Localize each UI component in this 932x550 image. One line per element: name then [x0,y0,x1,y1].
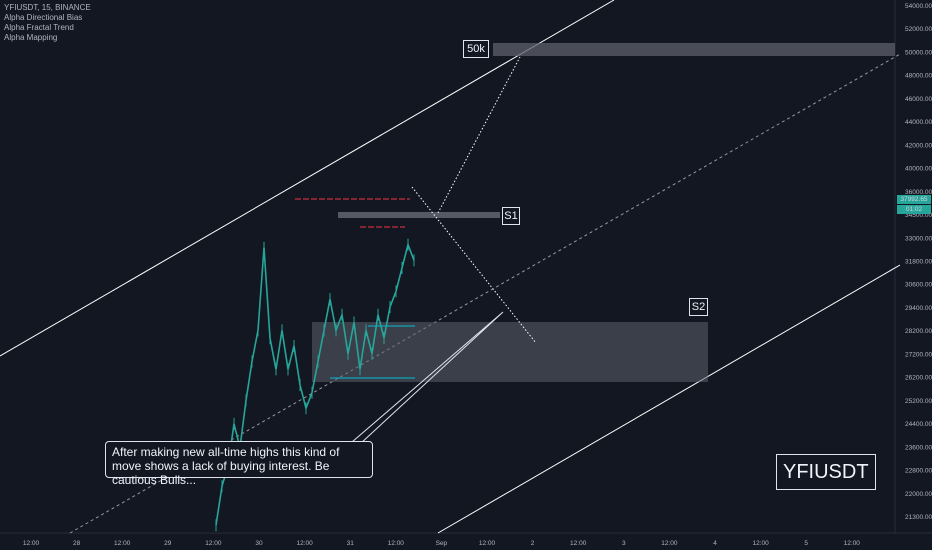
price-tick-label: 22000.00 [905,491,932,498]
support-zone-s2[interactable] [312,322,708,382]
time-tick-label: 2 [531,540,535,547]
channel-lower-line[interactable] [437,264,901,534]
price-tick-label: 50000.00 [905,49,932,56]
symbol-watermark-label: YFIUSDT [776,454,876,490]
indicator-directional-bias[interactable]: Alpha Directional Bias [4,13,83,22]
price-tick-label: 25200.00 [905,398,932,405]
price-tick-label: 44000.00 [905,119,932,126]
price-line[interactable] [215,241,415,526]
time-tick-label: 12:00 [844,540,861,547]
s1-label[interactable]: S1 [502,207,520,225]
price-tick-label: 52000.00 [905,26,932,33]
time-tick-label: 29 [164,540,172,547]
price-tick-label: 22800.00 [905,468,932,475]
callout-pointer [351,311,504,445]
symbol-line: YFIUSDT, 15, BINANCE [4,3,91,12]
time-tick-label: 12:00 [388,540,405,547]
time-tick-label: 31 [347,540,355,547]
s2-label[interactable]: S2 [689,298,708,316]
countdown-tag: 01:02 [897,205,931,214]
price-tick-label: 28200.00 [905,328,932,335]
target-50k-label[interactable]: 50k [463,40,489,58]
time-tick-label: 28 [73,540,81,547]
indicator-mapping[interactable]: Alpha Mapping [4,33,58,42]
time-tick-label: 12:00 [661,540,678,547]
chart-header: YFIUSDT, 15, BINANCE Alpha Directional B… [4,3,91,43]
price-axis[interactable]: 54000.00 52000.00 50000.00 48000.00 46000.00… [905,3,932,521]
analysis-callout[interactable]: After making new all-time highs this kin… [105,441,373,487]
price-tick-label: 46000.00 [905,96,932,103]
price-tick-label: 31800.00 [905,259,932,266]
time-tick-label: 12:00 [114,540,131,547]
last-price-tag: 37992.65 [897,195,931,204]
time-tick-label: 4 [713,540,717,547]
time-tick-label: 12:00 [479,540,496,547]
time-tick-label: 30 [255,540,263,547]
time-tick-label: 12:00 [205,540,222,547]
price-tick-label: 30600.00 [905,282,932,289]
time-tick-label: 12:00 [752,540,769,547]
time-tick-label: 12:00 [23,540,40,547]
support-zone-s1[interactable] [338,212,500,218]
price-tick-label: 27200.00 [905,351,932,358]
price-tick-label: 34500.00 [905,212,932,219]
price-tick-label: 42000.00 [905,142,932,149]
price-tick-label: 36000.00 [905,189,932,196]
price-tick-label: 23600.00 [905,444,932,451]
price-tick-label: 48000.00 [905,73,932,80]
price-tick-label: 21300.00 [905,514,932,521]
time-tick-label: 5 [804,540,808,547]
price-tick-label: 24400.00 [905,421,932,428]
time-tick-label: 12:00 [296,540,313,547]
price-tick-label: 40000.00 [905,166,932,173]
indicator-fractal-trend[interactable]: Alpha Fractal Trend [4,23,74,32]
price-tick-label: 54000.00 [905,3,932,10]
price-tick-label: 29400.00 [905,305,932,312]
price-tick-label: 33000.00 [905,235,932,242]
price-tick-label: 26200.00 [905,375,932,382]
target-zone-50k[interactable] [493,43,895,56]
bull-projection-path[interactable] [437,56,521,214]
price-series[interactable] [215,238,415,532]
time-axis[interactable]: 12:00 28 12:00 29 12:00 30 12:00 31 12:00 Sep 12:0… [23,540,860,547]
time-tick-label: 12:00 [570,540,587,547]
channel-upper-line[interactable] [0,0,615,357]
time-tick-label: Sep [436,540,448,547]
channel-mid-line[interactable] [69,53,901,534]
time-tick-label: 3 [622,540,626,547]
